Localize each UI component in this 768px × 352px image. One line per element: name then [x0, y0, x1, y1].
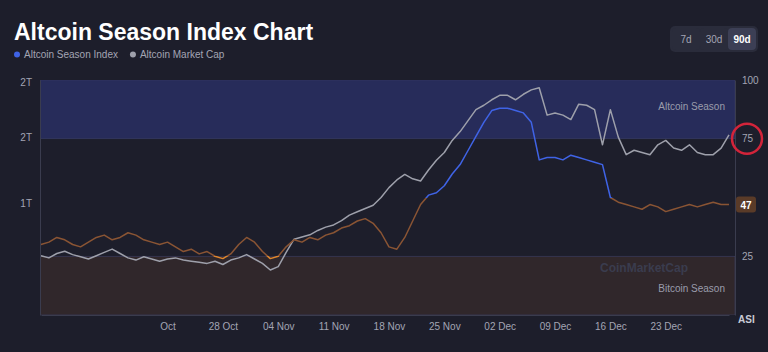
x-tick: 25 Nov [429, 315, 461, 332]
range-button[interactable] [672, 28, 700, 50]
axis-line [42, 315, 730, 316]
y-tick: 100 [735, 75, 759, 86]
x-tick: 02 Dec [484, 315, 516, 332]
x-tick: 09 Dec [540, 315, 572, 332]
tick-label: 75 [742, 133, 754, 144]
axis-title: ASI [738, 314, 755, 325]
highlight-circle [732, 124, 762, 154]
band-label: Bitcoin Season [658, 283, 725, 294]
legend: Altcoin Season Index Altcoin Market Cap [14, 49, 225, 60]
x-tick: 04 Nov [263, 315, 295, 332]
tick-label: 2T [20, 132, 32, 143]
y2-tick: 1T [20, 198, 40, 209]
tick-label: 100 [742, 75, 759, 86]
x-tick: Oct [160, 315, 176, 332]
axis-line [735, 81, 736, 316]
range-buttons: 7d 30d 90d [670, 26, 758, 52]
range-button[interactable] [700, 28, 728, 50]
series-line [41, 88, 729, 270]
legend-label: Altcoin Market Cap [140, 49, 225, 60]
title: Altcoin Season Index Chart [14, 19, 313, 45]
x-axis: Oct 28 Oct 04 Nov 11 Nov 18 Nov 25 Nov 02 Dec 0… [42, 315, 730, 332]
season-band [40, 256, 735, 315]
range-button-label[interactable]: 7d [680, 34, 691, 45]
y2-tick: 2T [20, 77, 40, 88]
tick-label: Oct [160, 321, 176, 332]
x-tick: 11 Nov [319, 315, 350, 332]
y-axis: 25 75 100 [735, 75, 759, 316]
y-tick: 25 [735, 251, 754, 262]
tick-label: 25 Nov [429, 321, 461, 332]
tick-label: 1T [20, 198, 32, 209]
button-group-bg [670, 26, 758, 52]
tick-label: 11 Nov [319, 321, 350, 332]
chart-root: Altcoin Season Index Chart Altcoin Season… [0, 0, 768, 352]
chart-svg: Altcoin Season Index Chart Altcoin Season… [0, 0, 768, 352]
tick-label: 25 [742, 251, 754, 262]
season-band [40, 80, 735, 139]
legend-swatch [14, 52, 20, 58]
tick-label: 16 Dec [595, 321, 627, 332]
range-button-label[interactable]: 30d [706, 34, 723, 45]
tick-label: 28 Oct [209, 321, 239, 332]
y2-tick: 2T [20, 132, 40, 143]
tick-label: 2T [20, 77, 32, 88]
plot-area [40, 80, 735, 315]
tick-label: 09 Dec [540, 321, 572, 332]
x-tick: 28 Oct [209, 315, 239, 332]
band-label: Altcoin Season [658, 101, 725, 112]
y-tick: 75 [735, 133, 754, 144]
series-line [41, 108, 729, 258]
value-badge [736, 197, 756, 213]
x-tick: 16 Dec [595, 315, 627, 332]
x-tick: 18 Nov [374, 315, 406, 332]
range-button[interactable] [728, 28, 756, 50]
axis-line [40, 81, 41, 316]
tick-label: 04 Nov [263, 321, 295, 332]
x-tick: 23 Dec [650, 315, 682, 332]
watermark: CoinMarketCap [600, 261, 688, 275]
tick-label: 02 Dec [484, 321, 516, 332]
range-button-label[interactable]: 90d [733, 34, 750, 45]
badge-label: 47 [740, 200, 752, 211]
tick-label: 18 Nov [374, 321, 406, 332]
tick-label: 23 Dec [650, 321, 682, 332]
background [0, 0, 768, 352]
legend-swatch [130, 52, 136, 58]
y2-axis: 1T 2T 2T [20, 77, 40, 316]
legend-label: Altcoin Season Index [24, 49, 118, 60]
